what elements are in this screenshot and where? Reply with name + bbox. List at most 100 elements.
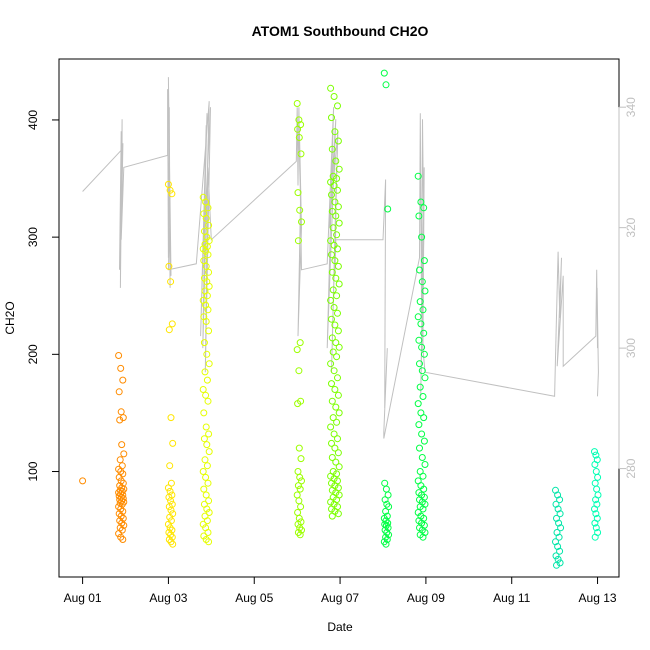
data-point [200, 435, 208, 443]
data-point [591, 461, 599, 468]
data-point [164, 484, 172, 492]
data-point [294, 125, 302, 133]
data-point [164, 520, 172, 528]
data-point [554, 505, 562, 513]
data-point [328, 114, 335, 122]
data-point [119, 470, 127, 478]
data-point [205, 360, 213, 368]
data-point [556, 547, 564, 555]
data-point [294, 468, 302, 475]
data-point [168, 190, 176, 198]
data-point [334, 137, 342, 145]
data-point [556, 496, 564, 504]
data-point [328, 268, 336, 276]
points-layer [79, 69, 602, 569]
data-point [329, 286, 337, 294]
data-point [592, 451, 600, 459]
data-point [418, 430, 426, 438]
data-point [328, 439, 335, 447]
data-point [118, 462, 126, 470]
y-axis: 100 200 300 400 [26, 110, 60, 482]
data-point [165, 262, 173, 270]
data-point [333, 418, 341, 426]
data-point [334, 309, 341, 317]
data-point [328, 315, 335, 323]
data-point [203, 505, 211, 513]
data-point [295, 497, 303, 505]
data-point [205, 327, 213, 335]
data-point [553, 561, 560, 569]
data-point [327, 178, 335, 186]
data-point [418, 454, 426, 461]
data-point [294, 520, 302, 528]
data-point [382, 540, 390, 548]
plot-frame [58, 58, 620, 578]
data-point [293, 346, 301, 354]
data-point [166, 487, 174, 495]
data-point [332, 274, 340, 282]
data-point [329, 414, 337, 422]
data-point [115, 473, 123, 481]
data-point [296, 339, 304, 347]
data-point [415, 421, 423, 429]
data-point [200, 532, 208, 540]
data-point [203, 233, 211, 241]
data-point [200, 339, 208, 347]
data-point [202, 318, 210, 325]
x-tick-label: Aug 07 [321, 591, 359, 605]
data-point [293, 491, 301, 499]
x-tick-label: Aug 01 [64, 591, 102, 605]
data-point [294, 482, 302, 490]
data-point [202, 491, 210, 499]
data-point [334, 391, 342, 399]
data-point [593, 485, 601, 493]
data-point [116, 416, 124, 424]
data-point [335, 343, 343, 351]
data-point [202, 214, 210, 222]
data-point [297, 503, 305, 511]
y2-tick-label: 280 [624, 458, 638, 478]
data-point [328, 512, 336, 520]
data-point [200, 274, 208, 282]
data-point [417, 320, 425, 328]
data-point [328, 486, 336, 494]
data-point [421, 461, 429, 468]
data-point [115, 465, 123, 473]
data-point [335, 219, 343, 227]
data-point [294, 400, 302, 408]
data-point [334, 203, 342, 211]
data-point [592, 468, 600, 475]
data-point [591, 448, 598, 456]
data-point [202, 536, 210, 543]
data-point [295, 367, 303, 375]
data-point [419, 393, 427, 400]
data-point [203, 517, 211, 525]
data-point [332, 157, 340, 165]
x-tick-label: Aug 03 [149, 591, 187, 605]
y-tick-label: 200 [26, 344, 40, 364]
data-point [205, 268, 213, 276]
data-point [592, 496, 600, 504]
data-point [200, 227, 208, 235]
data-point [418, 343, 426, 351]
data-point [332, 403, 340, 411]
data-point [202, 391, 210, 399]
data-point [382, 81, 390, 89]
data-point [555, 519, 563, 527]
data-point [591, 519, 599, 527]
data-point [334, 510, 342, 518]
data-point [382, 507, 390, 515]
data-point [297, 150, 305, 158]
data-point [203, 462, 211, 470]
data-point [420, 257, 428, 265]
data-point [201, 240, 209, 248]
data-point [117, 533, 125, 541]
data-point [554, 491, 562, 499]
data-point [118, 500, 126, 508]
data-point [204, 479, 212, 487]
data-point [200, 409, 208, 417]
data-point [421, 287, 429, 295]
data-point [592, 524, 600, 532]
data-point [116, 456, 124, 464]
data-point [296, 206, 304, 214]
